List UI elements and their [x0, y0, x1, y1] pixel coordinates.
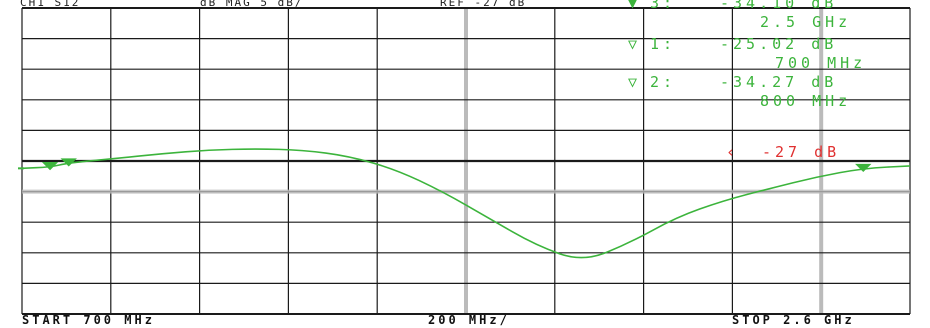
marker-3-freq: 2.5 GHz	[760, 13, 852, 31]
ref-marker-symbol: ‹	[726, 143, 740, 161]
ref-marker-value: -27 dB	[762, 143, 841, 161]
channel-label: CH1 S12	[20, 0, 81, 9]
marker-1-value: -25.02 dB	[720, 35, 838, 53]
marker-1-freq: 700 MHz	[775, 54, 867, 72]
trace-line-0	[21, 148, 911, 259]
stop-frequency: STOP 2.6 GHz	[732, 313, 855, 327]
ref-label: REF -27 dB	[440, 0, 527, 9]
marker-2-symbol: ▽	[628, 73, 642, 91]
marker-2-freq: 800 MHz	[760, 92, 852, 110]
marker-layer	[18, 158, 872, 173]
marker-3-value: -34.10 dB	[720, 0, 838, 12]
marker-2-label: 2:	[650, 73, 677, 91]
marker-1-label: 1:	[650, 35, 677, 53]
trace-layer	[21, 148, 911, 259]
plot-grid	[21, 7, 911, 315]
marker-1-symbol: ▽	[628, 35, 642, 53]
marker-3-triangle	[855, 163, 872, 173]
format-label: dB MAG 5 dB/	[200, 0, 304, 9]
start-frequency: START 700 MHz	[22, 313, 155, 327]
frequency-scale: 200 MHz/	[428, 313, 510, 327]
marker-3-symbol: ▼	[628, 0, 642, 12]
marker-2-triangle	[60, 158, 77, 167]
marker-2-value: -34.27 dB	[720, 73, 838, 91]
marker-3-label: 3:	[650, 0, 677, 12]
marker-1-triangle	[41, 162, 59, 171]
